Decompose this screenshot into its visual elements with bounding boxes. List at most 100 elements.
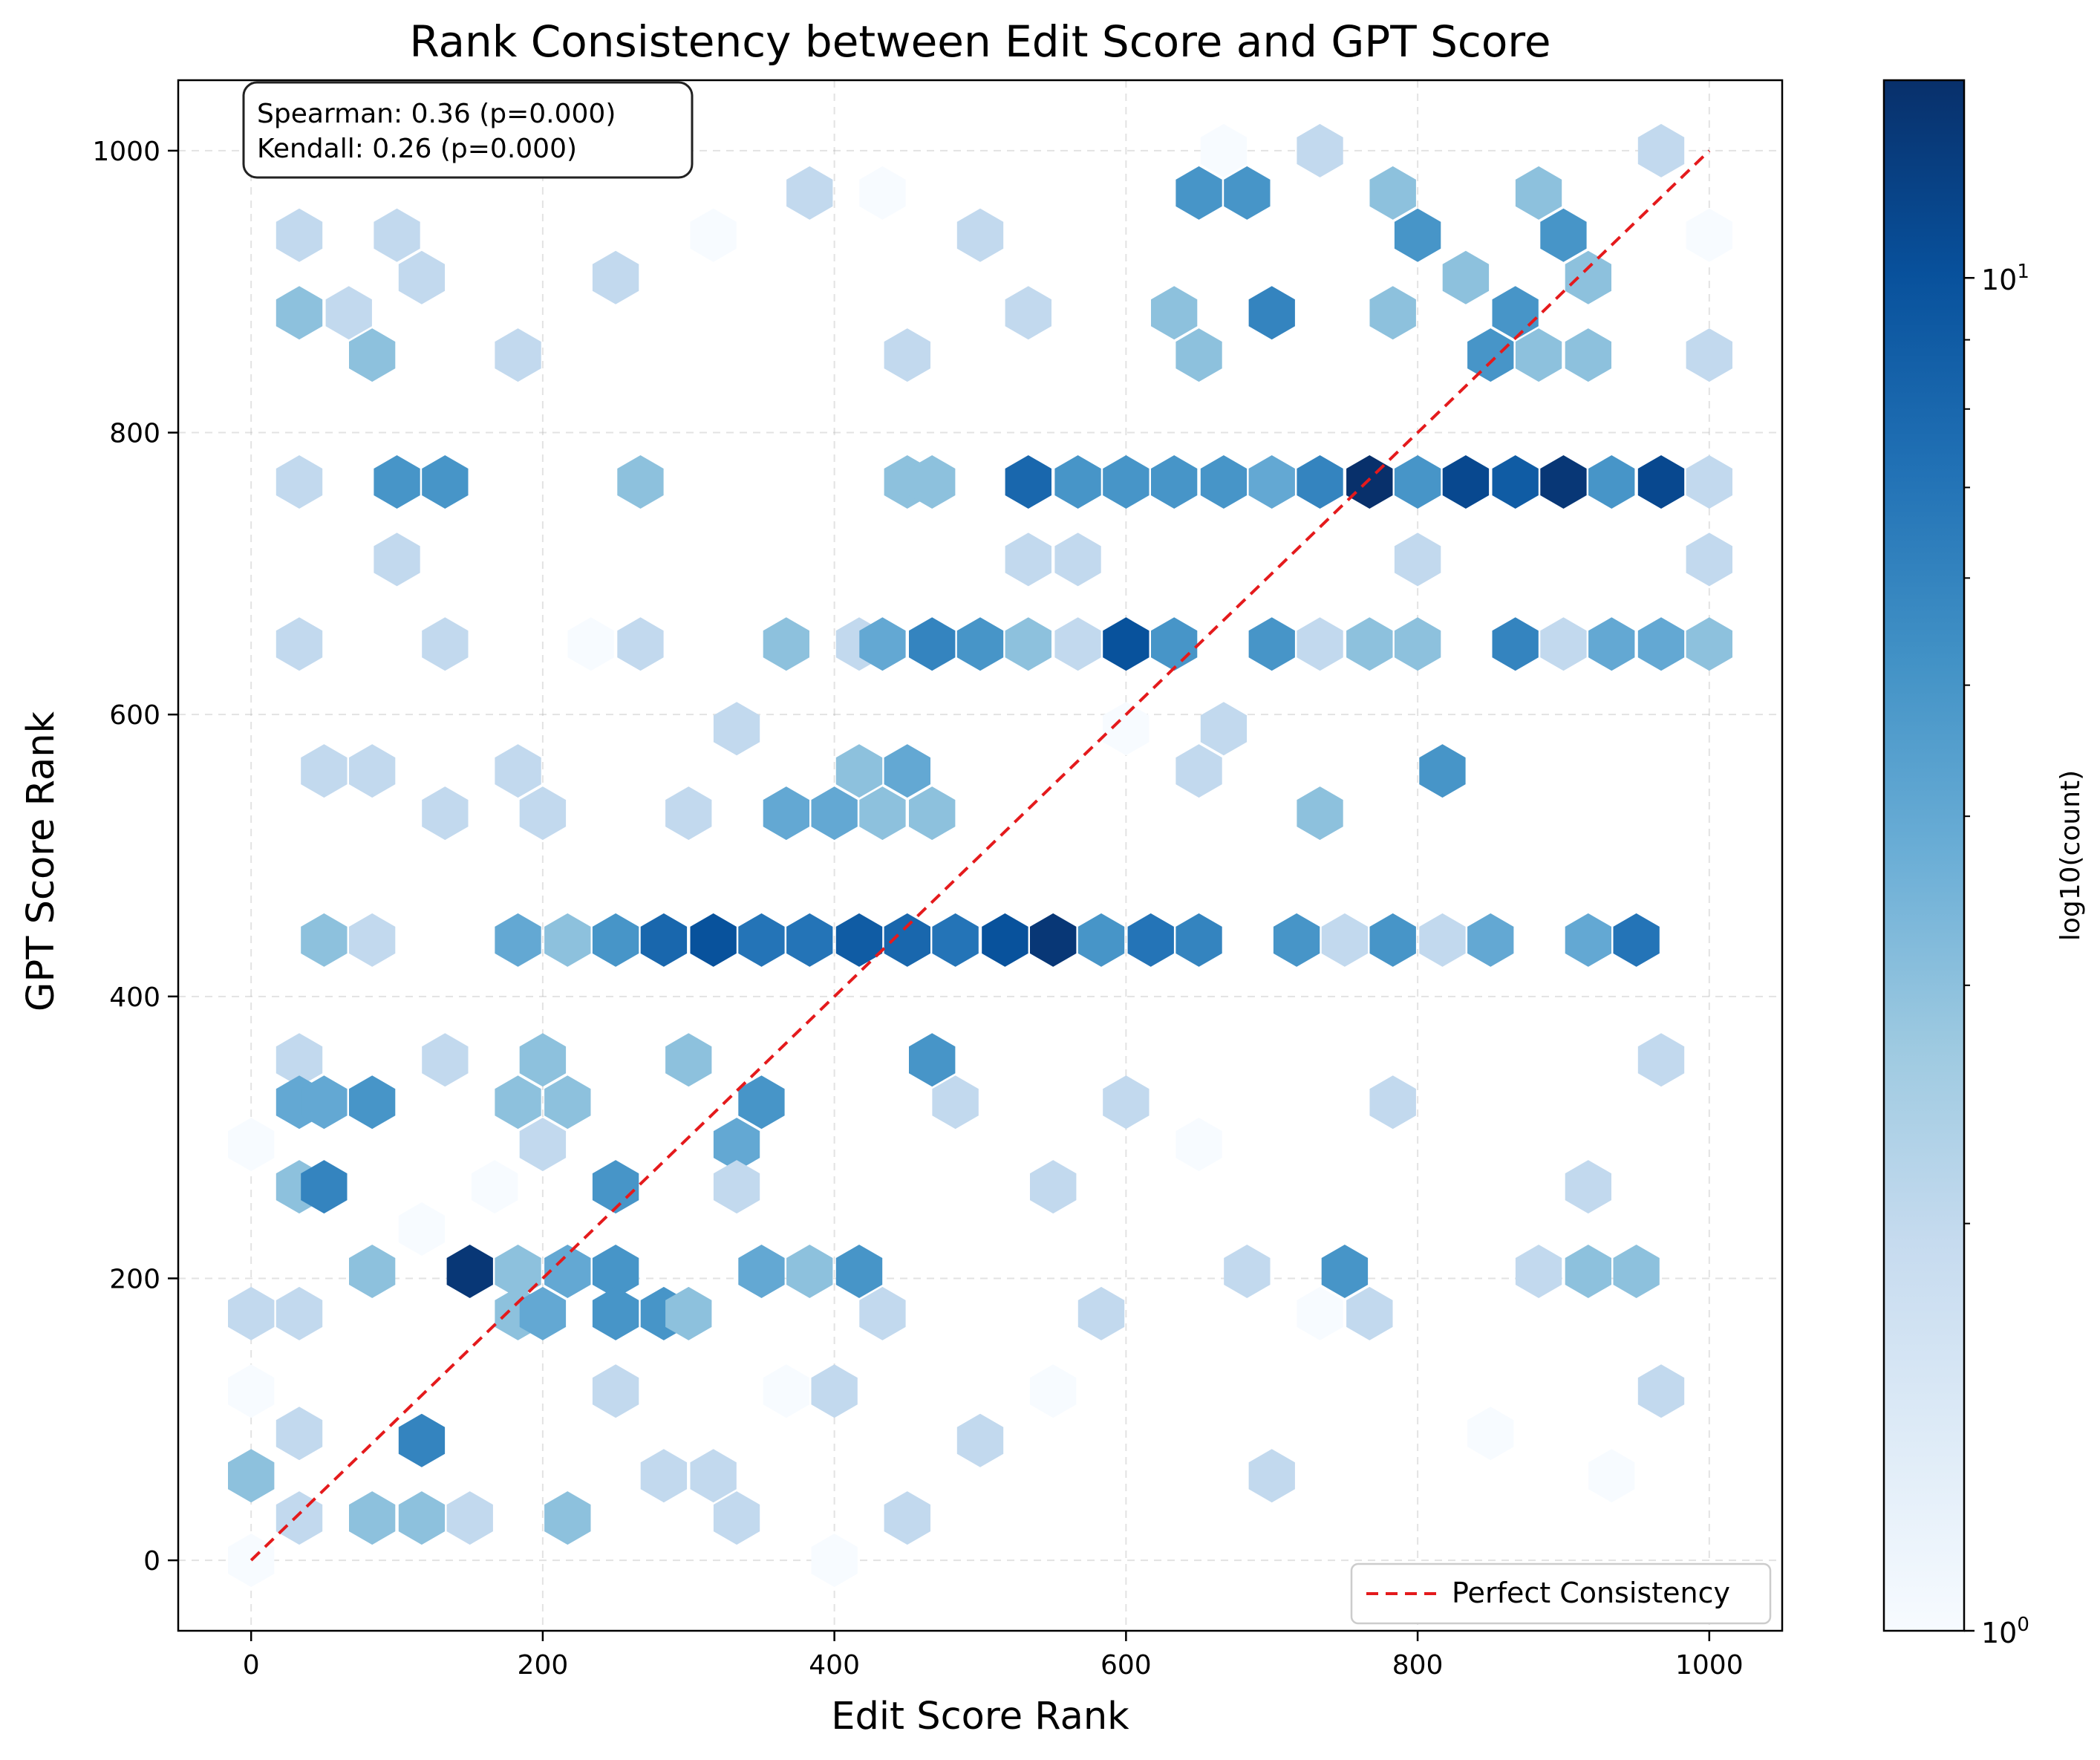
hex-cell [909, 1033, 956, 1087]
hex-cell [275, 455, 323, 509]
hex-cell [1637, 123, 1685, 177]
hex-cell [301, 1075, 348, 1130]
hex-cell [738, 913, 785, 967]
hex-cell [398, 1491, 446, 1545]
hex-cell [495, 913, 541, 967]
y-axis-label: GPT Score Rank [19, 711, 63, 1011]
hex-cell [325, 286, 372, 340]
hex-cell [1565, 250, 1611, 304]
hex-cell [1588, 1449, 1635, 1503]
legend: Perfect Consistency [1350, 1562, 1772, 1625]
hex-cell [763, 617, 809, 671]
hex-cell [1005, 286, 1051, 340]
hex-cell [1637, 617, 1685, 671]
hex-cell [374, 532, 420, 587]
hex-cell [1175, 328, 1222, 382]
hex-cell [1346, 1286, 1393, 1340]
hex-cell [1540, 208, 1587, 262]
hex-cell [1273, 913, 1320, 967]
hex-cell [1588, 617, 1635, 671]
hex-cell [544, 913, 591, 967]
hex-cell [422, 617, 469, 671]
hex-cell [859, 166, 906, 220]
hex-cell [909, 455, 956, 509]
x-tick-label-800: 800 [1392, 1650, 1444, 1681]
hex-cell [1419, 913, 1466, 967]
hex-cell [1005, 617, 1051, 671]
hex-cell [275, 1033, 323, 1087]
hex-cell [617, 617, 664, 671]
hex-cell [1175, 913, 1222, 967]
hex-cell [713, 1491, 760, 1545]
hex-cell [228, 1364, 275, 1418]
hex-cell [349, 1075, 396, 1130]
hex-cell [495, 1245, 541, 1298]
hex-cell [374, 208, 420, 262]
hex-cell [1248, 286, 1295, 340]
hex-cell [1103, 617, 1150, 671]
hex-cell [713, 1160, 760, 1214]
hex-cell [1492, 286, 1539, 340]
hex-cell [349, 913, 396, 967]
hex-cell [1103, 455, 1150, 509]
hex-cell [811, 1364, 858, 1418]
grid-lines [178, 80, 1782, 1631]
x-tick-label-400: 400 [809, 1650, 860, 1681]
hex-cell [495, 1075, 541, 1130]
chart-title: Rank Consistency between Edit Score and … [409, 16, 1550, 67]
hex-cell [1394, 617, 1441, 671]
hex-cell [398, 1202, 446, 1256]
hex-cell [1565, 328, 1611, 382]
hex-cell [592, 250, 639, 304]
hex-cell [1515, 328, 1562, 382]
hex-cell [640, 913, 688, 967]
hex-cell [884, 744, 930, 798]
x-tick-label-1000: 1000 [1675, 1650, 1744, 1681]
hex-cell [1077, 1286, 1125, 1340]
hex-cell [374, 455, 420, 509]
hex-cell [617, 455, 664, 509]
hex-cell [1369, 1075, 1416, 1130]
hex-cell [713, 702, 760, 756]
hex-cell [1248, 1449, 1295, 1503]
hex-cell [982, 913, 1028, 967]
hex-cell [592, 1160, 639, 1214]
hex-cell [763, 786, 809, 841]
hex-cell [932, 1075, 979, 1130]
hex-cell [909, 786, 956, 841]
y-tick-label-800: 800 [109, 419, 160, 449]
y-tick-label-0: 0 [143, 1546, 160, 1577]
hex-cell [640, 1449, 688, 1503]
hex-cell [1467, 913, 1514, 967]
hex-cell [1686, 532, 1732, 587]
hex-cell [1394, 208, 1441, 262]
hex-cell [544, 1491, 591, 1545]
hex-cell [544, 1245, 591, 1298]
colorbar-tick-label-10^1: 101 [1981, 261, 2029, 296]
hex-cell [1297, 123, 1343, 177]
hex-cell [1224, 1245, 1271, 1298]
hex-cell [665, 1286, 712, 1340]
hex-cell [519, 1033, 567, 1087]
hex-cell [349, 744, 396, 798]
hex-cell [1369, 913, 1416, 967]
hex-cell [446, 1245, 493, 1298]
hex-cell [956, 1413, 1004, 1467]
hex-cell [1127, 913, 1174, 967]
y-tick-label-200: 200 [109, 1264, 160, 1294]
hex-cell [1515, 1245, 1562, 1298]
hex-cell [1686, 328, 1732, 382]
hex-cell [1077, 913, 1125, 967]
hex-cell [932, 913, 979, 967]
hex-cell [665, 1033, 712, 1087]
colorbar: 100 101 log10(count) [1882, 79, 2086, 1649]
hex-cell [592, 913, 639, 967]
hex-cell [398, 1413, 446, 1467]
hex-cell [1175, 166, 1222, 220]
hex-cell [909, 617, 956, 671]
hex-cell [422, 455, 469, 509]
x-tick-label-200: 200 [518, 1650, 569, 1681]
hex-cell [446, 1491, 493, 1545]
hex-cell [1492, 455, 1539, 509]
